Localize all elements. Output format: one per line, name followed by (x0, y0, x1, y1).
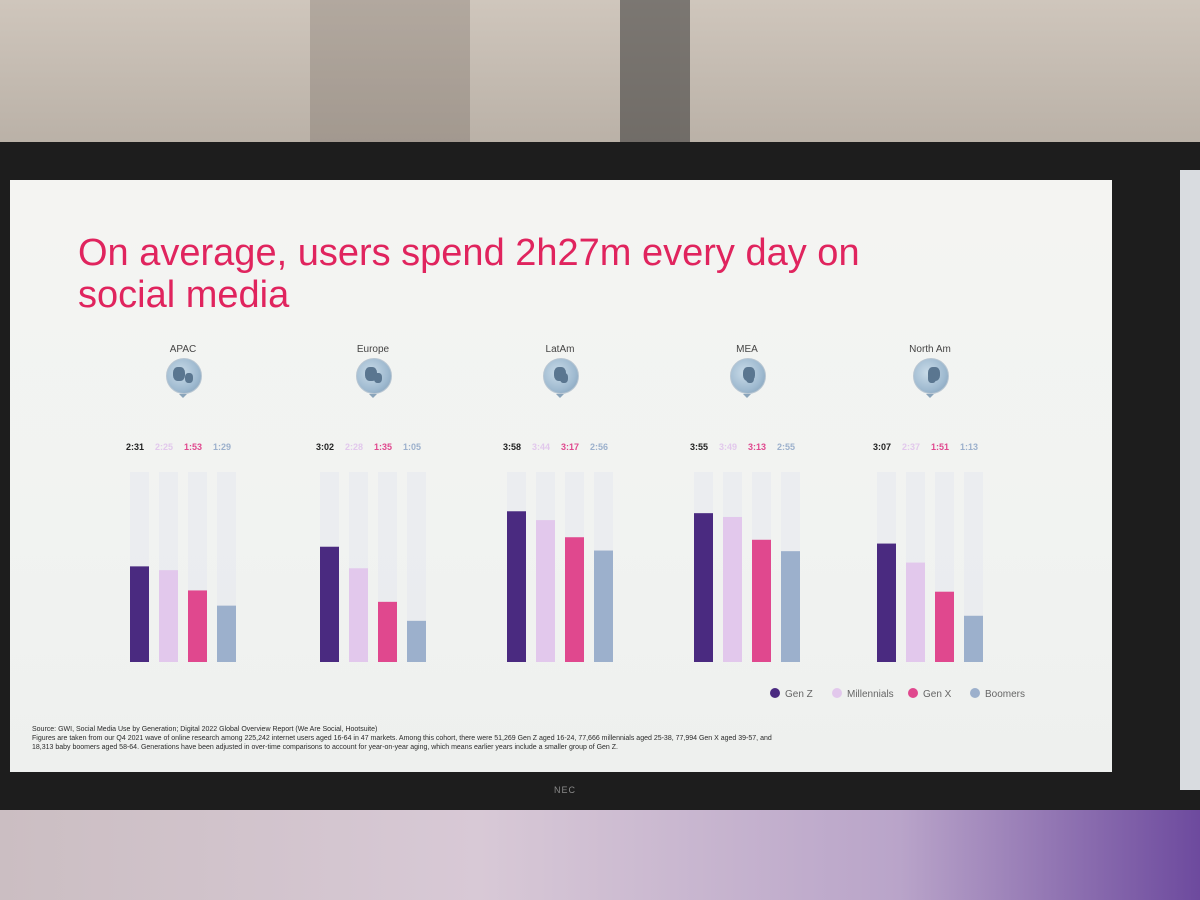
ceiling-beam (310, 0, 470, 150)
value-label: 1:35 (374, 442, 393, 452)
legend-swatch (908, 688, 918, 698)
legend-label: Gen Z (785, 689, 813, 700)
bar-gen-z-north-am (877, 543, 896, 662)
presentation-slide: On average, users spend 2h27m every day … (10, 180, 1112, 772)
bar-millennials-europe (349, 568, 368, 662)
value-label: 3:44 (532, 442, 551, 452)
value-label: 3:17 (561, 442, 580, 452)
value-label: 2:56 (590, 442, 609, 452)
location-pin-icon (926, 394, 934, 398)
legend-swatch (832, 688, 842, 698)
source-line: Source: GWI, Social Media Use by Generat… (32, 726, 378, 733)
legend-item: Gen X (908, 688, 951, 700)
value-label: 1:13 (960, 442, 979, 452)
globe-africa-icon (730, 358, 766, 394)
value-label: 3:07 (873, 442, 892, 452)
floor-background (0, 800, 1200, 900)
bar-boomers-apac (217, 605, 236, 662)
bar-gen-z-mea (694, 513, 713, 662)
legend-label: Gen X (923, 689, 952, 700)
value-label: 3:13 (748, 442, 767, 452)
ceiling-beam (620, 0, 690, 150)
globe-europe-icon (356, 358, 392, 394)
globe-asia-icon (166, 358, 202, 394)
source-line: Figures are taken from our Q4 2021 wave … (32, 735, 772, 742)
bar-millennials-north-am (906, 562, 925, 662)
bar-gen-x-north-am (935, 591, 954, 662)
value-label: 3:55 (690, 442, 709, 452)
bar-boomers-europe (407, 620, 426, 662)
adjacent-screen (1180, 170, 1200, 790)
monitor-brand: NEC (553, 785, 576, 795)
legend-item: Gen Z (770, 688, 813, 700)
value-label: 2:25 (155, 442, 174, 452)
bar-boomers-latam (594, 550, 613, 662)
bar-gen-z-apac (130, 566, 149, 662)
region-label: Europe (356, 344, 390, 355)
bar-gen-x-mea (752, 539, 771, 662)
bar-millennials-apac (159, 570, 178, 662)
bar-boomers-north-am (964, 615, 983, 662)
bar-gen-z-europe (320, 546, 339, 662)
bar-gen-x-europe (378, 601, 397, 662)
value-label: 1:05 (403, 442, 422, 452)
location-pin-icon (179, 394, 187, 398)
value-label: 3:02 (316, 442, 335, 452)
globe-north-america-icon (913, 358, 949, 394)
region-label: LatAm (545, 344, 575, 355)
bar-track (964, 472, 983, 662)
bar-millennials-latam (536, 520, 555, 662)
value-label: 3:49 (719, 442, 738, 452)
bar-track (407, 472, 426, 662)
bar-gen-z-latam (507, 511, 526, 662)
legend-item: Millennials (832, 688, 894, 700)
bar-boomers-mea (781, 551, 800, 662)
location-pin-icon (743, 394, 751, 398)
slide-title: On average, users spend 2h27m every day … (78, 232, 860, 316)
value-label: 3:58 (503, 442, 522, 452)
value-label: 2:31 (126, 442, 145, 452)
location-pin-icon (369, 394, 377, 398)
legend-label: Boomers (985, 689, 1026, 700)
value-label: 2:28 (345, 442, 364, 452)
bar-gen-x-latam (565, 537, 584, 662)
bar-chart (130, 472, 983, 662)
bar-gen-x-apac (188, 590, 207, 662)
globe-americas-icon (543, 358, 579, 394)
value-label: 2:37 (902, 442, 921, 452)
value-label: 1:51 (931, 442, 950, 452)
source-line: 18,313 baby boomers aged 58-64. Generati… (32, 744, 618, 751)
location-pin-icon (556, 394, 564, 398)
value-label: 2:55 (777, 442, 796, 452)
legend-swatch (970, 688, 980, 698)
region-label: MEA (736, 344, 758, 355)
source-footnote: Source: GWI, Social Media Use by Generat… (32, 725, 1092, 752)
value-label: 1:53 (184, 442, 203, 452)
legend-swatch (770, 688, 780, 698)
bar-millennials-mea (723, 516, 742, 662)
legend-label: Millennials (847, 689, 894, 700)
legend-item: Boomers (970, 688, 1025, 700)
ceiling-background (0, 0, 1200, 150)
value-label: 1:29 (213, 442, 232, 452)
region-label: APAC (169, 344, 197, 355)
region-label: North Am (909, 344, 951, 355)
